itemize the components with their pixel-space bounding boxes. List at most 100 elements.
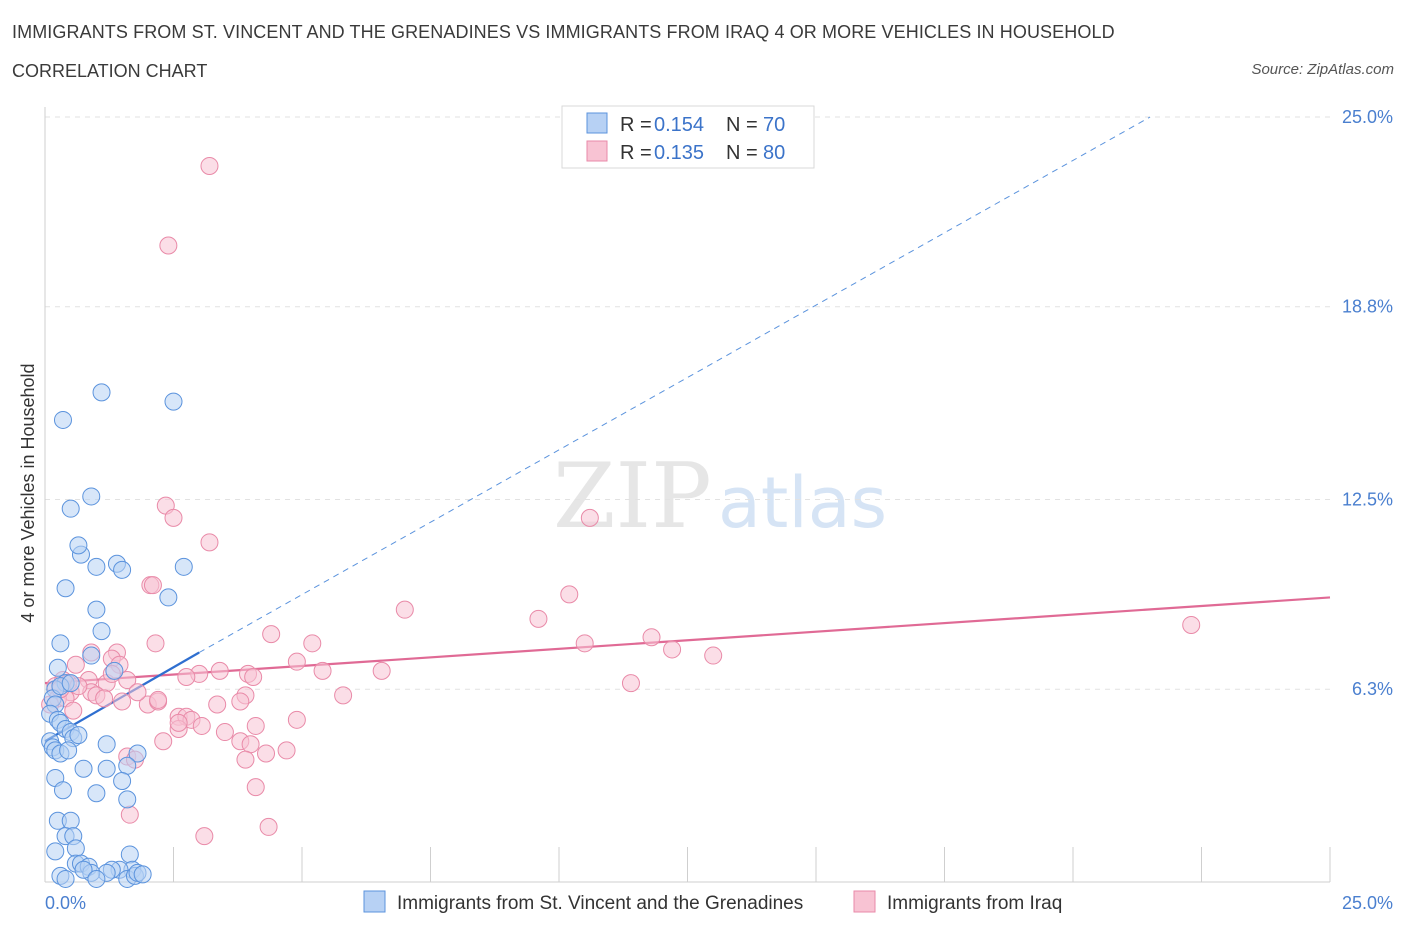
point-iraq-21 [287,652,306,671]
point-svg-10 [174,557,193,576]
bottom-legend: Immigrants from St. Vincent and the Gren… [363,890,1062,914]
point-svg-12 [159,588,178,607]
point-iraq-15 [575,634,594,653]
point-iraq-73 [195,827,214,846]
legend-n-label-2: N = [726,142,758,164]
point-svg-7 [87,557,106,576]
point-svg-39 [74,759,93,778]
trendline-svg-dashed [198,116,1151,653]
point-iraq-71 [120,805,139,824]
point-iraq-49 [231,692,250,711]
point-svg-44 [53,781,72,800]
point-svg-36 [59,741,78,760]
grid [45,116,1330,690]
point-iraq-30 [244,667,263,686]
point-iraq-19 [663,640,682,659]
point-iraq-25 [210,661,229,680]
point-iraq-20 [704,646,723,665]
watermark-atlas: atlas [718,462,887,544]
point-svg-0 [53,410,72,429]
point-svg-38 [128,744,147,763]
point-iraq-27 [372,661,391,680]
point-svg-48 [61,811,80,830]
bottom-legend-label-blue: Immigrants from St. Vincent and the Gren… [397,893,803,914]
point-svg-46 [118,790,137,809]
point-iraq-4 [200,533,219,552]
y-tick-label-0: 25.0% [1342,107,1393,127]
point-iraq-51 [64,701,83,720]
point-svg-1 [92,383,111,402]
point-iraq-66 [257,744,276,763]
point-iraq-26 [313,661,332,680]
point-svg-63 [87,869,106,888]
point-iraq-3 [164,508,183,527]
point-svg-37 [97,735,116,754]
point-iraq-13 [642,628,661,647]
point-iraq-77 [95,689,114,708]
point-iraq-65 [277,741,296,760]
point-svg-45 [87,784,106,803]
legend-r-value-2: 0.135 [654,142,704,164]
point-svg-52 [46,842,65,861]
point-svg-51 [66,839,85,858]
point-iraq-31 [177,667,196,686]
point-iraq-40 [621,674,640,693]
point-iraq-11 [1182,615,1201,634]
point-iraq-78 [149,690,168,709]
point-iraq-60 [169,713,188,732]
point-iraq-0 [200,156,219,175]
point-iraq-61 [215,723,234,742]
point-svg-40 [97,759,116,778]
point-iraq-56 [287,710,306,729]
point-iraq-52 [128,683,147,702]
point-iraq-5 [580,508,599,527]
watermark-zip: ZIP [553,444,712,549]
legend-r-label-1: R = [620,114,652,136]
watermark: ZIP atlas [553,444,887,549]
x-tick-label-0: 0.0% [45,893,86,913]
y-tick-label-2: 12.5% [1342,490,1393,510]
point-svg-62 [74,860,93,879]
point-svg-69 [133,865,152,884]
point-svg-6 [69,536,88,555]
point-svg-43 [113,772,132,791]
point-svg-31 [69,726,88,745]
chart-title: IMMIGRANTS FROM ST. VINCENT AND THE GREN… [12,22,1115,42]
series-svg-points [41,383,193,888]
bottom-legend-label-pink: Immigrants from Iraq [887,893,1062,914]
point-iraq-32 [118,671,137,690]
legend: R = 0.154 N = 70 R = 0.135 N = 80 [561,105,815,169]
point-svg-18 [48,658,67,677]
tick-labels: 25.0% 18.8% 12.5% 6.3% 0.0% 25.0% [45,107,1393,913]
point-svg-3 [82,487,101,506]
legend-n-value-1: 70 [763,114,785,136]
legend-r-value-1: 0.154 [654,114,704,136]
point-iraq-57 [192,716,211,735]
point-iraq-12 [262,625,281,644]
point-iraq-69 [236,750,255,769]
chart-subtitle: CORRELATION CHART [12,61,208,81]
y-tick-label-1: 18.8% [1342,297,1393,317]
source-label: Source: ZipAtlas.com [1251,61,1394,78]
point-svg-2 [164,392,183,411]
point-iraq-1 [159,236,178,255]
point-svg-9 [113,560,132,579]
point-iraq-50 [208,695,227,714]
point-iraq-9 [395,600,414,619]
point-iraq-7 [143,576,162,595]
point-svg-41 [118,756,137,775]
point-iraq-8 [560,585,579,604]
point-svg-14 [92,622,111,641]
point-iraq-24 [66,655,85,674]
point-svg-15 [51,634,70,653]
point-iraq-72 [259,817,278,836]
point-svg-4 [61,499,80,518]
legend-n-label-1: N = [726,114,758,136]
point-iraq-16 [146,634,165,653]
point-iraq-70 [246,778,265,797]
point-svg-23 [61,674,80,693]
point-svg-11 [56,579,75,598]
point-iraq-10 [529,609,548,628]
legend-swatch-blue [586,112,608,134]
